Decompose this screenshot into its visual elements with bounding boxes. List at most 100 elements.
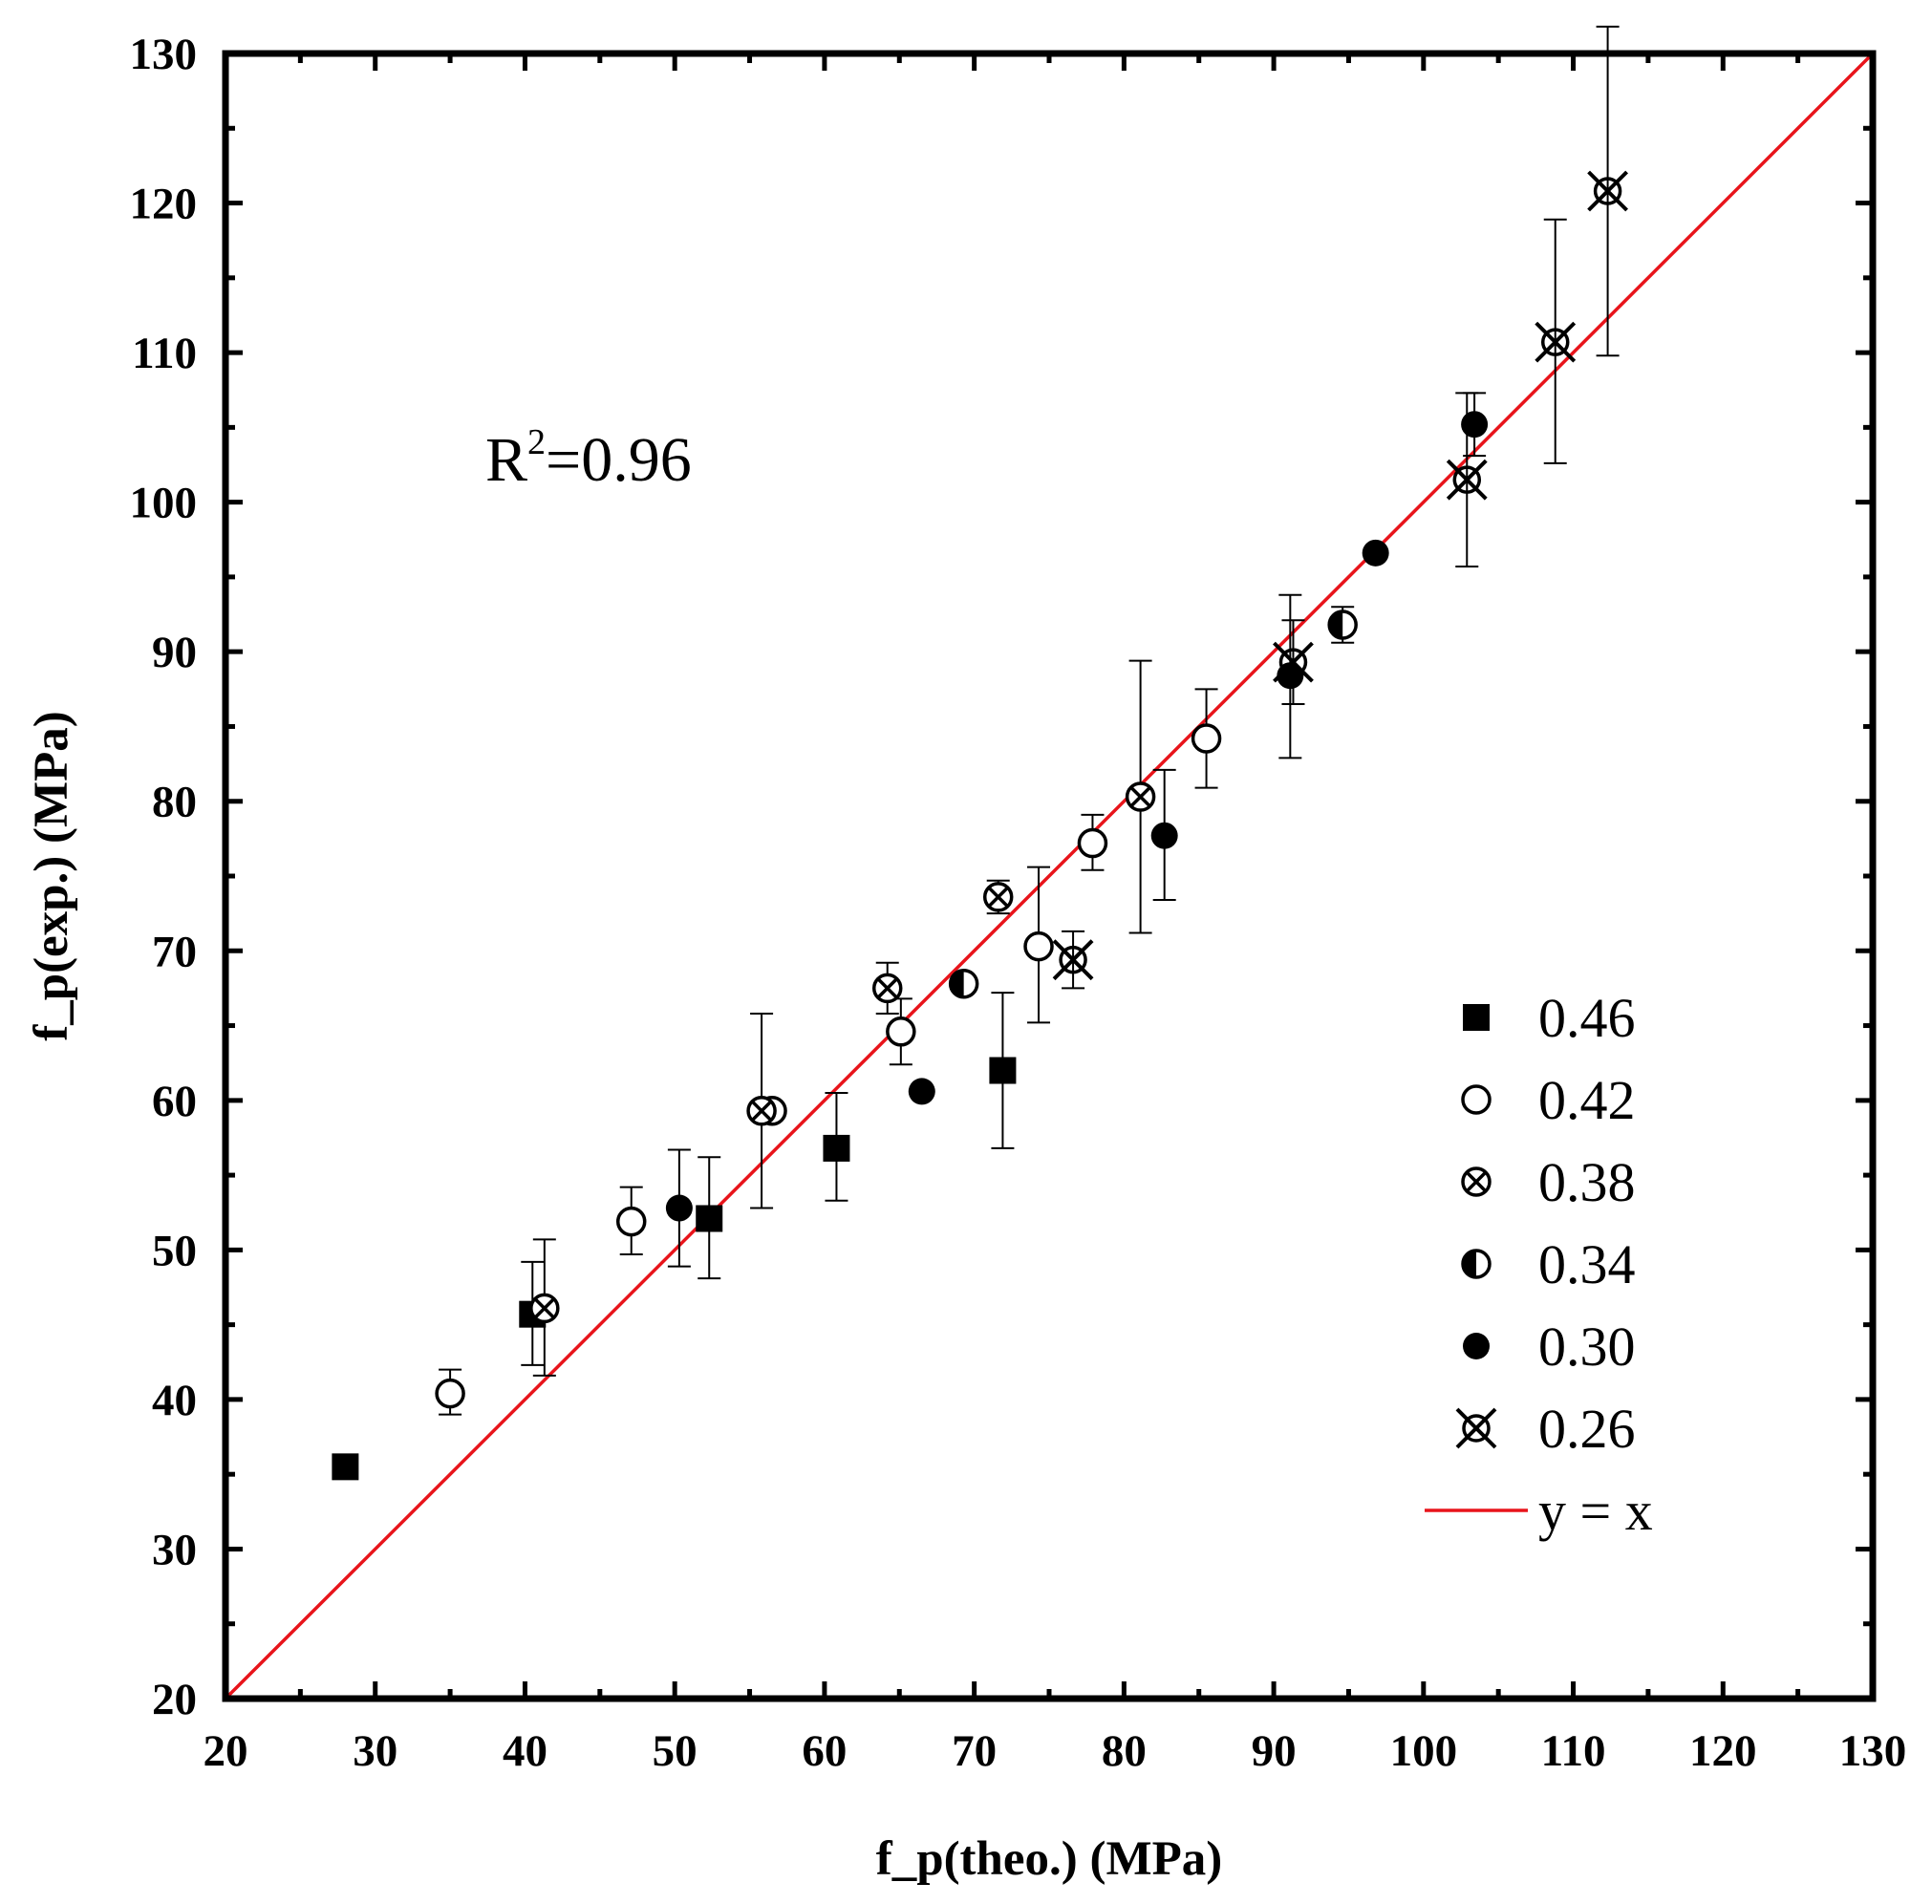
y-tick-label: 30 <box>152 1525 197 1574</box>
marker-filled-circle <box>1461 411 1489 439</box>
marker-crossed-circle <box>871 973 903 1004</box>
x-tick-label: 130 <box>1839 1726 1907 1776</box>
marker-shape <box>823 1134 850 1162</box>
r-squared-value: =0.96 <box>546 425 692 495</box>
legend-label: 0.38 <box>1538 1151 1636 1213</box>
marker-open-circle <box>1077 827 1108 859</box>
marker-shape <box>1463 1333 1490 1359</box>
r-squared-base: R <box>485 425 527 495</box>
reference-line-layer <box>225 53 1873 1699</box>
marker-filled-circle <box>908 1078 935 1105</box>
r-squared-annotation: R2=0.96 <box>485 422 692 495</box>
marker-filled-square <box>332 1453 359 1481</box>
marker-open-circle <box>435 1378 465 1409</box>
y-tick-label: 110 <box>132 329 197 378</box>
y-tick-label: 40 <box>152 1376 197 1425</box>
y-tick-label: 60 <box>152 1077 197 1126</box>
y-tick-label: 120 <box>130 180 198 229</box>
reference-line-y-equals-x <box>225 53 1873 1699</box>
y-tick-label: 20 <box>152 1675 197 1724</box>
marker-shape <box>332 1453 359 1481</box>
marker-shape <box>989 1057 1017 1084</box>
marker-open-circle <box>1023 931 1054 962</box>
legend-label: 0.42 <box>1538 1069 1636 1131</box>
legend-item: 0.38 <box>1461 1151 1636 1213</box>
marker-crossed-circle <box>982 882 1014 912</box>
marker-cross-b <box>1129 785 1151 808</box>
marker-filled-square <box>1463 1004 1490 1031</box>
legend: 0.46 0.42 0.38 0.34 0.30 0.26 y = x <box>1425 987 1653 1542</box>
marker-shape <box>1059 945 1087 974</box>
marker-shape <box>1461 411 1489 439</box>
error-bars <box>439 25 1620 1416</box>
legend-item: 0.30 <box>1463 1316 1636 1378</box>
marker-shape <box>1540 328 1570 356</box>
y-tick-label: 100 <box>130 479 198 528</box>
marker-crossed-circle <box>746 1096 777 1126</box>
marker-open-circle <box>1191 723 1222 754</box>
y-tick-labels: 20 30 40 50 60 70 80 90 100 110 120 130 <box>130 30 198 1724</box>
legend-item: 0.34 <box>1461 1233 1636 1295</box>
x-axis-title: f_p(theo.) (MPa) <box>876 1832 1223 1886</box>
legend-item: 0.26 <box>1455 1398 1636 1460</box>
marker-filled-circle <box>1362 539 1389 567</box>
marker-filled-circle <box>1463 1333 1490 1359</box>
marker-half-fill <box>1329 611 1343 639</box>
marker-cross-b <box>1465 1170 1488 1193</box>
x-tick-labels: 20 30 40 50 60 70 80 90 100 110 120 130 <box>204 1726 1907 1776</box>
x-tick-label: 100 <box>1390 1726 1458 1776</box>
y-tick-label: 90 <box>152 628 197 677</box>
marker-crossed-circle <box>1461 1166 1492 1197</box>
y-tick-label: 50 <box>152 1226 197 1275</box>
y-tick-label: 70 <box>152 927 197 976</box>
marker-x-b <box>1587 170 1629 212</box>
legend-item: y = x <box>1425 1480 1653 1542</box>
marker-filled-circle <box>665 1194 693 1222</box>
marker-shape <box>1278 648 1308 676</box>
marker-shape <box>1452 465 1482 494</box>
marker-open-circle <box>615 1206 647 1237</box>
x-tick-label: 80 <box>1102 1726 1147 1776</box>
y-tick-label: 80 <box>152 778 197 827</box>
x-tick-label: 110 <box>1541 1726 1606 1776</box>
r-squared-superscript: 2 <box>527 422 546 462</box>
marker-cross-b <box>987 886 1010 909</box>
legend-item: 0.42 <box>1461 1069 1636 1131</box>
x-tick-label: 60 <box>802 1726 847 1776</box>
x-tick-label: 50 <box>653 1726 698 1776</box>
marker-cross-b <box>876 977 899 999</box>
y-tick-label: 130 <box>130 30 198 79</box>
marker-shape <box>1593 177 1622 205</box>
marker-filled-square <box>989 1057 1017 1084</box>
marker-half-filled-circle <box>948 968 979 999</box>
marker-shape <box>435 1378 465 1409</box>
marker-shape <box>665 1194 693 1222</box>
marker-shape <box>1023 931 1054 962</box>
plot-frame <box>222 50 1877 1702</box>
marker-half-fill <box>1463 1251 1476 1277</box>
x-tick-label: 120 <box>1689 1726 1757 1776</box>
marker-shape <box>1462 1414 1491 1443</box>
marker-crossed-circle <box>529 1293 560 1324</box>
marker-half-fill <box>950 970 964 997</box>
marker-x-b <box>1052 939 1094 981</box>
marker-x-b <box>1535 321 1577 363</box>
legend-item: 0.46 <box>1463 987 1636 1049</box>
marker-shape <box>1077 827 1108 859</box>
marker-shape <box>1150 822 1178 849</box>
x-tick-label: 90 <box>1252 1726 1297 1776</box>
marker-x-circle <box>1587 170 1629 212</box>
marker-shape <box>886 1016 916 1047</box>
marker-x-b <box>1455 1407 1497 1449</box>
marker-shape <box>1463 1004 1490 1031</box>
marker-cross-b <box>750 1100 773 1123</box>
x-tick-label: 30 <box>353 1726 397 1776</box>
marker-cross-b <box>533 1297 556 1319</box>
data-markers <box>332 170 1629 1481</box>
marker-open-circle <box>886 1016 916 1047</box>
marker-x-circle <box>1273 641 1314 683</box>
legend-label: 0.34 <box>1538 1233 1636 1295</box>
legend-label: 0.30 <box>1538 1316 1636 1378</box>
legend-label: 0.46 <box>1538 987 1636 1049</box>
